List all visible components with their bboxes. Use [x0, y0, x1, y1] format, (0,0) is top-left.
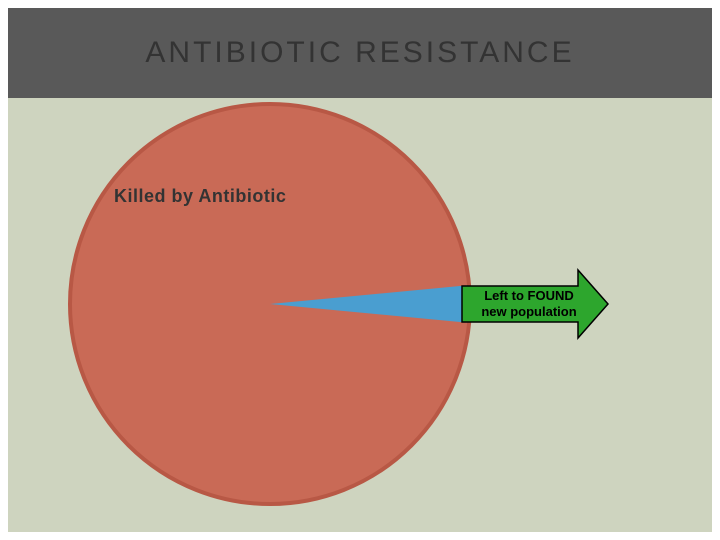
founder-arrow: Left to FOUND new population — [460, 268, 610, 340]
arrow-label: Left to FOUND new population — [460, 268, 610, 340]
pie-chart — [60, 94, 480, 514]
arrow-label-line1: Left to FOUND — [484, 288, 574, 303]
title-bar: ANTIBIOTIC RESISTANCE — [8, 8, 712, 98]
pie-svg — [60, 94, 480, 514]
arrow-label-line2: new population — [481, 304, 576, 319]
slide-title: ANTIBIOTIC RESISTANCE — [145, 36, 574, 70]
killed-label: Killed by Antibiotic — [114, 186, 286, 207]
